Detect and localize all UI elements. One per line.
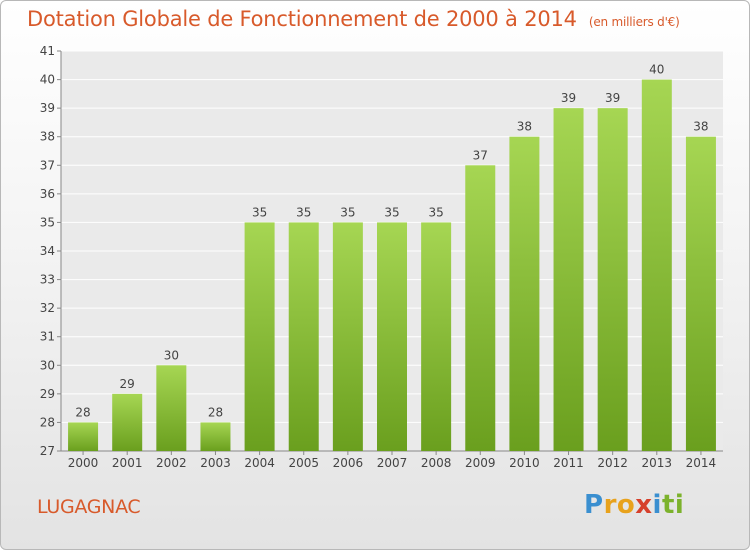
logo-letter: x [635,490,653,520]
data-label: 39 [605,91,620,105]
data-label: 28 [208,405,223,419]
y-tick-label: 35 [40,215,55,229]
x-tick-label: 2004 [244,456,275,470]
logo-letter: i [652,490,662,520]
bar [509,136,540,451]
bar [68,422,99,451]
logo-letter: o [616,490,636,520]
x-tick-label: 2014 [686,456,717,470]
logo-letter: i [674,490,685,520]
y-tick-label: 29 [40,387,55,401]
bar [641,79,672,452]
x-tick-label: 2001 [112,456,143,470]
y-tick-label: 41 [40,44,55,58]
x-tick-label: 2011 [553,456,584,470]
x-tick-label: 2010 [509,456,540,470]
logo-letter: P [584,490,604,520]
bar [553,108,584,452]
chart-title-text: Dotation Globale de Fonctionnement de 20… [27,7,577,31]
y-tick-label: 32 [40,301,55,315]
bar [112,393,143,451]
chart-subtitle: (en milliers d'€) [588,15,680,29]
bar [332,222,363,451]
y-tick-label: 30 [40,358,55,372]
bar [288,222,319,451]
bar [421,222,452,451]
data-label: 30 [164,348,179,362]
logo-letter: t [661,490,675,520]
x-tick-label: 2007 [377,456,408,470]
bar [597,108,628,452]
bar [685,136,716,451]
x-tick-label: 2013 [642,456,673,470]
data-label: 35 [252,205,267,219]
x-tick-label: 2009 [465,456,496,470]
data-label: 38 [693,120,708,134]
data-label: 35 [428,205,443,219]
data-label: 37 [473,148,488,162]
bar [244,222,275,451]
x-tick-label: 2012 [597,456,628,470]
logo-letter: r [603,490,617,520]
data-label: 35 [296,205,311,219]
y-tick-label: 34 [40,244,55,258]
bar [377,222,407,451]
y-tick-label: 27 [40,444,55,458]
x-tick-label: 2005 [288,456,319,470]
x-tick-label: 2008 [421,456,452,470]
bar [156,365,187,451]
y-tick-label: 38 [40,130,55,144]
x-tick-label: 2003 [200,456,231,470]
bar [200,422,231,451]
data-label: 38 [517,120,532,134]
proxiti-logo: Proxiti [584,490,684,520]
x-tick-label: 2000 [68,456,99,470]
y-tick-label: 37 [40,158,55,172]
chart-title: Dotation Globale de Fonctionnement de 20… [27,7,680,31]
y-tick-label: 36 [40,187,55,201]
data-label: 35 [340,205,355,219]
data-label: 28 [75,405,90,419]
bar [465,165,496,452]
y-tick-label: 33 [40,273,55,287]
x-tick-label: 2006 [333,456,364,470]
data-label: 29 [120,377,135,391]
y-tick-label: 39 [40,101,55,115]
y-tick-label: 28 [40,415,55,429]
data-label: 35 [384,205,399,219]
data-label: 39 [561,91,576,105]
x-tick-label: 2002 [156,456,187,470]
data-label: 40 [649,63,664,77]
y-tick-label: 31 [40,330,55,344]
y-tick-label: 40 [40,73,55,87]
commune-name: LUGAGNAC [37,496,141,518]
